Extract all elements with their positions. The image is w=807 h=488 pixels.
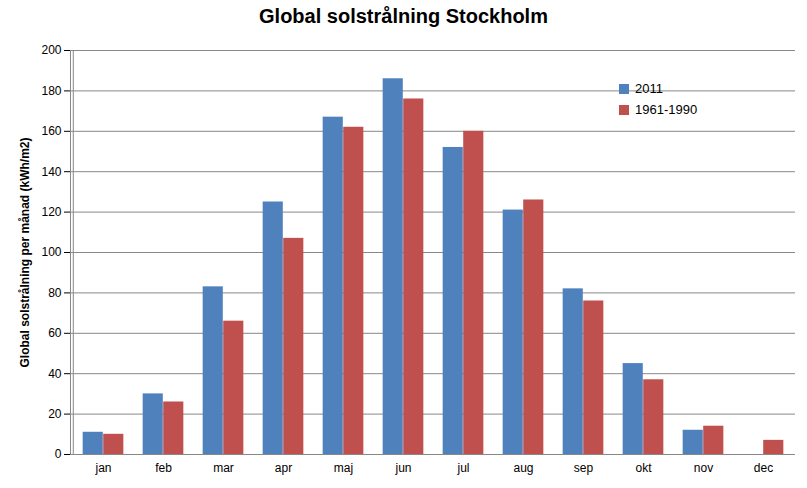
html-text:Global solstrålning Stockholm: Global solstrålning Stockholm [259, 5, 548, 27]
svg-text:okt: okt [635, 461, 652, 475]
svg-text:apr: apr [275, 461, 292, 475]
svg-text:sep: sep [574, 461, 594, 475]
svg-text:nov: nov [694, 461, 713, 475]
svg-text:60: 60 [48, 326, 62, 340]
svg-text:140: 140 [41, 165, 61, 179]
svg-text:Global solstrålning per månad: Global solstrålning per månad (kWh/m2) [18, 137, 32, 367]
svg-text:200: 200 [41, 43, 61, 57]
svg-text:jan: jan [94, 461, 111, 475]
svg-text:160: 160 [41, 124, 61, 138]
svg-text:feb: feb [155, 461, 172, 475]
html-text:1961-1990: 1961-1990 [635, 102, 698, 117]
svg-text:80: 80 [48, 286, 62, 300]
svg-text:dec: dec [754, 461, 773, 475]
svg-text:0: 0 [55, 447, 62, 461]
svg-text:100: 100 [41, 245, 61, 259]
svg-text:maj: maj [334, 461, 353, 475]
svg-text:20: 20 [48, 407, 62, 421]
svg-text:mar: mar [213, 461, 234, 475]
svg-text:jul: jul [456, 461, 469, 475]
svg-text:180: 180 [41, 84, 61, 98]
svg-text:40: 40 [48, 367, 62, 381]
svg-text:aug: aug [513, 461, 533, 475]
svg-text:120: 120 [41, 205, 61, 219]
html-text:2011: 2011 [635, 81, 663, 96]
svg-text:jun: jun [394, 461, 411, 475]
